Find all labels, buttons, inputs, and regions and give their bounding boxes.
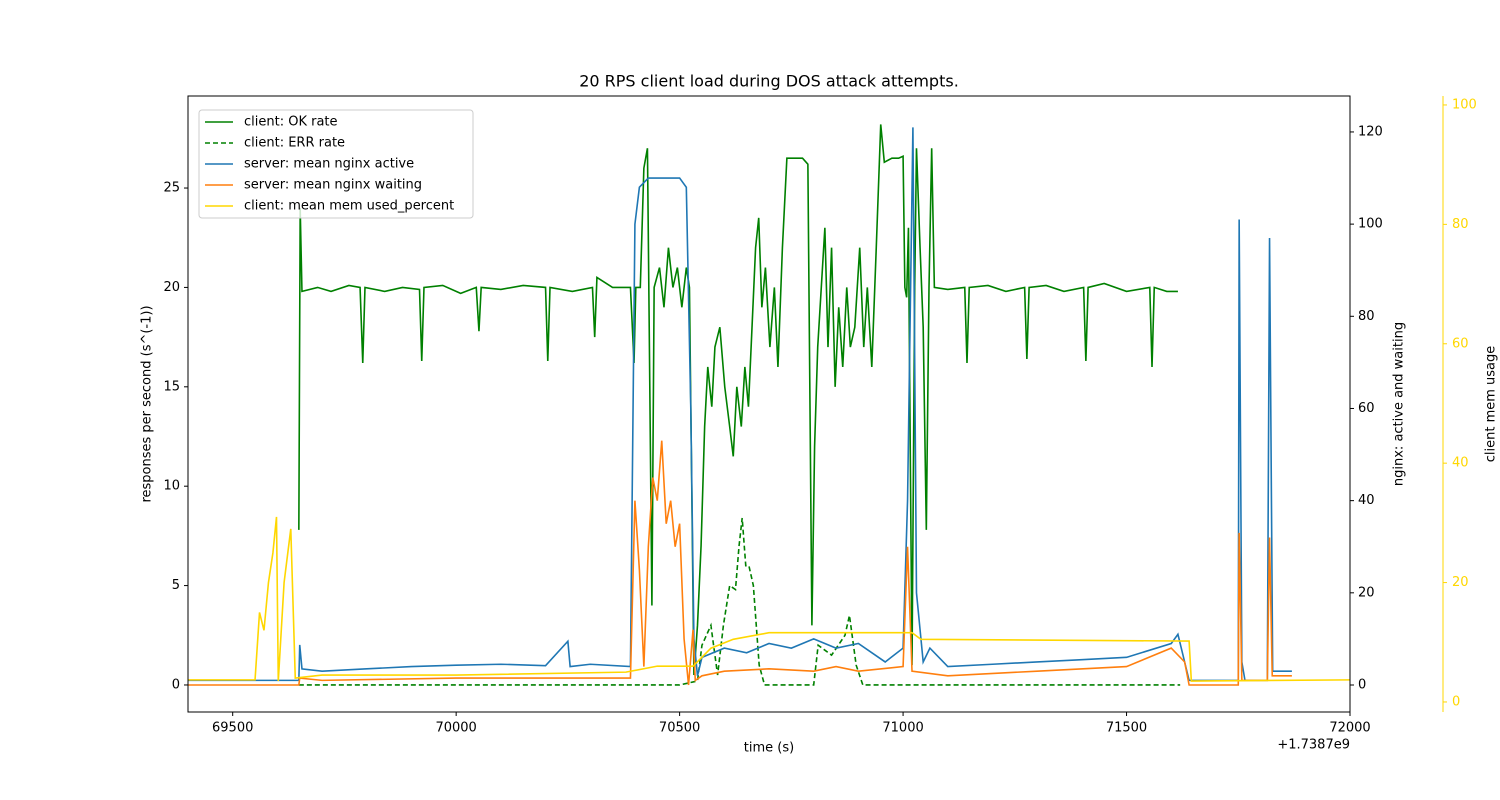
y-tick-label: 5 [172,578,180,593]
y3-tick-label: 20 [1452,575,1469,590]
y2-tick-label: 120 [1358,124,1383,139]
legend-label: client: ERR rate [244,136,345,151]
y-tick-label: 20 [163,280,180,295]
x-tick-label: 70500 [659,721,700,736]
y3-axis-label: client mem usage [1484,346,1499,463]
y3-tick-label: 100 [1452,97,1477,112]
legend-label: client: mean mem used_percent [244,199,454,214]
plot-frame [187,95,1351,713]
y-axis-label: responses per second (s^(-1)) [140,305,155,502]
x-tick-label: 69500 [212,721,253,736]
legend-label: server: mean nginx active [244,157,414,172]
y3-tick-label: 40 [1452,456,1469,471]
x-tick-label: 72000 [1329,721,1370,736]
x-tick-label: 70000 [435,721,476,736]
y2-tick-label: 20 [1358,585,1375,600]
y3-tick-label: 60 [1452,336,1469,351]
chart-title: 20 RPS client load during DOS attack att… [579,72,959,91]
legend-label: server: mean nginx waiting [244,178,422,193]
y2-tick-label: 100 [1358,217,1383,232]
x-axis-label: time (s) [744,741,794,756]
x-offset-label: +1.7387e9 [1277,738,1350,753]
y-tick-label: 10 [163,479,180,494]
series-line [298,517,1181,686]
y-tick-label: 25 [163,181,180,196]
y-tick-label: 0 [172,677,180,692]
y3-tick-label: 0 [1452,694,1460,709]
y2-axis-label: nginx: active and waiting [1392,322,1407,486]
y2-tick-label: 80 [1358,309,1375,324]
x-tick-label: 71500 [1106,721,1147,736]
y2-tick-label: 0 [1358,677,1366,692]
y-tick-label: 15 [163,379,180,394]
legend-label: client: OK rate [244,115,338,130]
legend-box [198,109,474,219]
y2-tick-label: 60 [1358,401,1375,416]
series-line [188,516,1350,682]
y2-tick-label: 40 [1358,493,1375,508]
y3-tick-label: 80 [1452,217,1469,232]
series-line [298,124,1178,676]
series-line [188,440,1292,686]
x-tick-label: 71000 [882,721,923,736]
